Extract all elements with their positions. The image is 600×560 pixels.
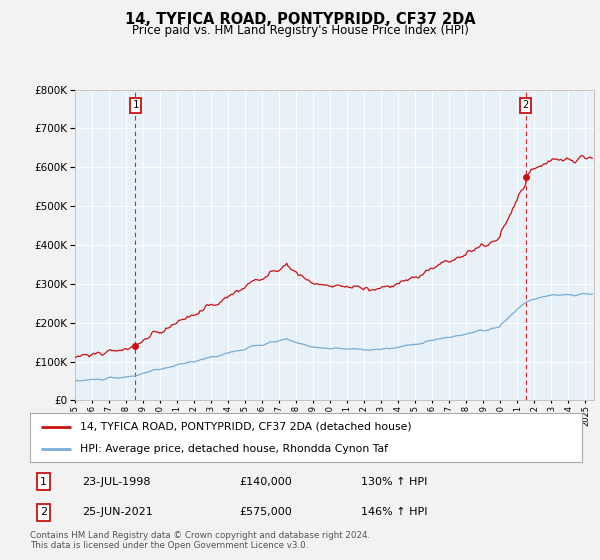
Text: 130% ↑ HPI: 130% ↑ HPI <box>361 477 428 487</box>
Text: Price paid vs. HM Land Registry's House Price Index (HPI): Price paid vs. HM Land Registry's House … <box>131 24 469 36</box>
Text: 1: 1 <box>40 477 47 487</box>
Text: 1: 1 <box>132 100 139 110</box>
Text: 146% ↑ HPI: 146% ↑ HPI <box>361 507 428 517</box>
Text: 14, TYFICA ROAD, PONTYPRIDD, CF37 2DA (detached house): 14, TYFICA ROAD, PONTYPRIDD, CF37 2DA (d… <box>80 422 412 432</box>
Text: 2: 2 <box>523 100 529 110</box>
Text: 14, TYFICA ROAD, PONTYPRIDD, CF37 2DA: 14, TYFICA ROAD, PONTYPRIDD, CF37 2DA <box>125 12 475 27</box>
Text: £575,000: £575,000 <box>240 507 293 517</box>
Text: HPI: Average price, detached house, Rhondda Cynon Taf: HPI: Average price, detached house, Rhon… <box>80 444 388 454</box>
Text: 25-JUN-2021: 25-JUN-2021 <box>82 507 153 517</box>
Text: Contains HM Land Registry data © Crown copyright and database right 2024.
This d: Contains HM Land Registry data © Crown c… <box>30 531 370 550</box>
Text: £140,000: £140,000 <box>240 477 293 487</box>
Text: 23-JUL-1998: 23-JUL-1998 <box>82 477 151 487</box>
Text: 2: 2 <box>40 507 47 517</box>
